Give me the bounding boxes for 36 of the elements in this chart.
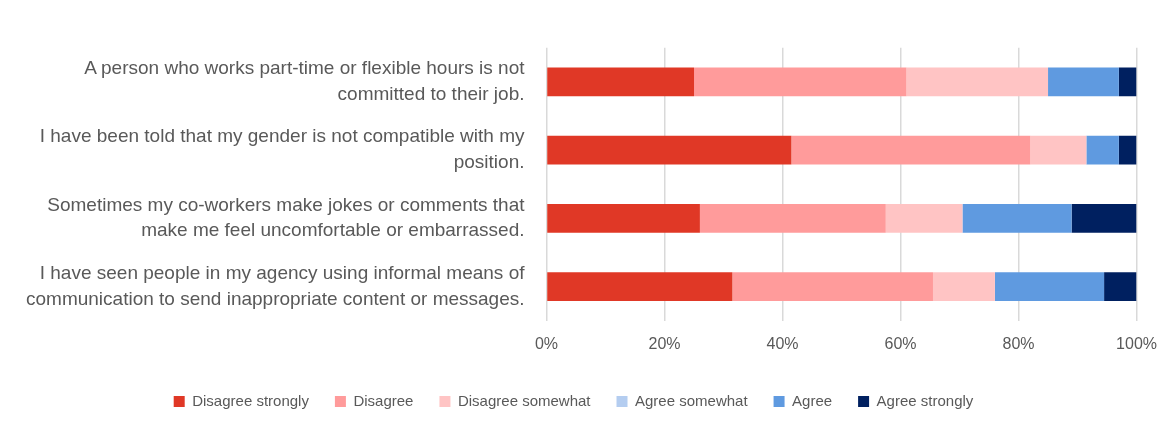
x-tick-label: 40% xyxy=(766,334,799,352)
bar xyxy=(732,272,933,301)
bar xyxy=(547,135,792,165)
bar xyxy=(694,67,907,97)
x-tick-label: 80% xyxy=(1002,334,1035,352)
bar xyxy=(547,67,695,97)
y-tick-label: Sometimes my co-workers make jokes or comments that make me feel uncomfortable or embarrassed. xyxy=(47,193,526,241)
bar xyxy=(1030,135,1087,165)
legend-label: Agree xyxy=(792,391,833,409)
bar xyxy=(699,204,886,233)
legend-label: Disagree xyxy=(353,391,414,409)
bar xyxy=(906,67,1049,97)
x-tick-label: 100% xyxy=(1116,334,1157,352)
bar xyxy=(1086,135,1119,165)
y-tick-label: I have seen people in my agency using informal means of communication to send inappropriate content or messages. xyxy=(26,262,526,309)
legend-label: Agree strongly xyxy=(876,391,974,409)
bar xyxy=(1118,67,1137,97)
y-tick-label: I have been told that my gender is not compatible with my position. xyxy=(39,125,525,173)
y-tick-label: A person who works part-time or flexible hours is not committed to their job. xyxy=(84,57,526,104)
bar xyxy=(791,135,1031,165)
bar xyxy=(994,272,1105,301)
bar xyxy=(1104,272,1137,301)
bar xyxy=(932,272,995,301)
bar xyxy=(1048,67,1119,97)
bar xyxy=(547,272,733,301)
x-tick-label: 0% xyxy=(534,334,559,352)
bar xyxy=(547,204,700,233)
legend-label: Disagree strongly xyxy=(192,391,310,409)
bar xyxy=(962,204,1072,233)
bar xyxy=(1071,204,1137,233)
x-tick-label: 20% xyxy=(648,334,681,352)
legend-label: Disagree somewhat xyxy=(457,391,592,409)
bar xyxy=(1118,135,1137,165)
legend-label: Agree somewhat xyxy=(635,391,749,409)
x-tick-label: 60% xyxy=(884,334,917,352)
bar xyxy=(885,204,963,233)
